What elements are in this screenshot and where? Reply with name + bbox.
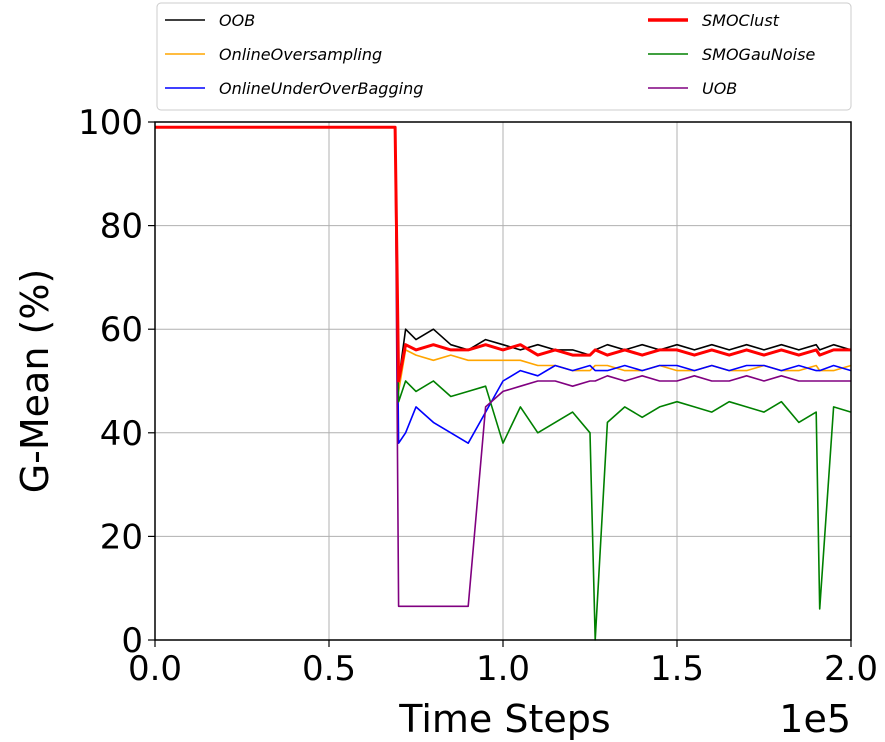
x-tick-label: 0.5 [302, 649, 356, 689]
x-tick-label: 1.5 [650, 649, 704, 689]
y-tick-label: 80 [100, 207, 143, 247]
ticks: 0.0 0.5 1.0 1.5 2.0 0 20 40 60 80 100 [78, 103, 878, 689]
x-tick-label: 0.0 [128, 649, 182, 689]
y-axis-label: G-Mean (%) [13, 269, 57, 494]
legend-label: OOB [219, 11, 255, 30]
series-layer [155, 125, 852, 641]
legend-box [156, 2, 852, 111]
y-tick-label: 100 [78, 103, 143, 143]
y-tick-label: 40 [100, 414, 143, 454]
x-tick-label: 2.0 [824, 649, 878, 689]
x-axis-offset-label: 1e5 [779, 697, 851, 741]
legend-label: UOB [702, 79, 737, 98]
y-tick-label: 20 [100, 517, 143, 557]
series-line-smoclust [155, 125, 851, 383]
legend-label: OnlineOversampling [219, 45, 382, 64]
y-tick-label: 0 [121, 621, 143, 661]
x-axis-label: Time Steps [398, 697, 610, 741]
legend-label: SMOGauNoise [702, 45, 815, 64]
x-tick-label: 1.0 [476, 649, 530, 689]
y-tick-label: 60 [100, 310, 143, 350]
legend: OOB OnlineOversampling OnlineUnderOverBagg… [156, 2, 852, 111]
legend-label: OnlineUnderOverBagging [219, 79, 423, 98]
legend-label: SMOClust [702, 11, 780, 30]
